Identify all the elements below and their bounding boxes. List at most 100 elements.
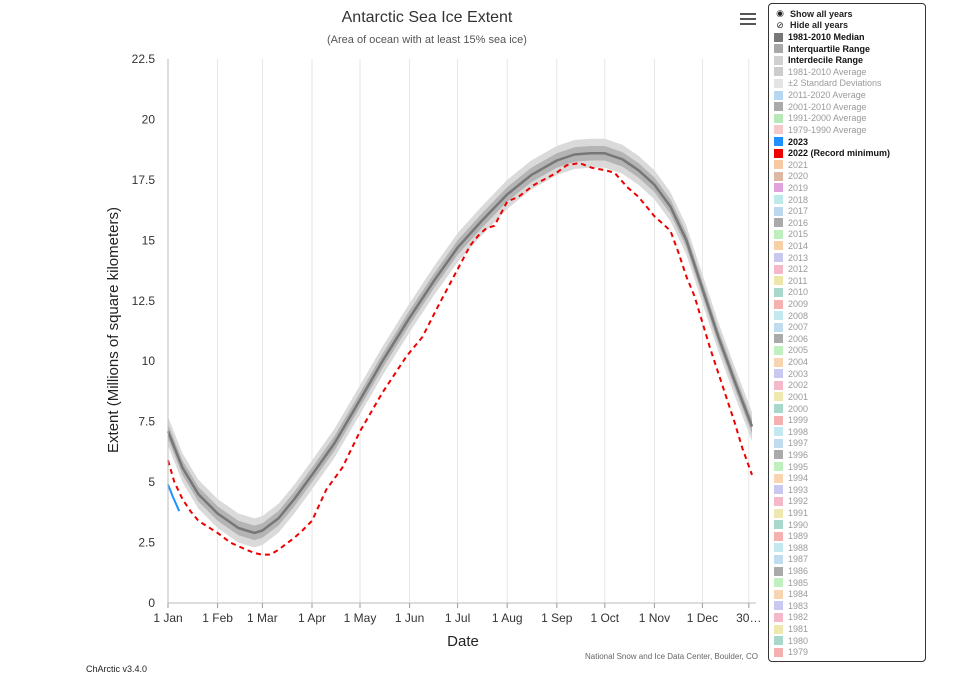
legend-item[interactable]: 2018 [774, 194, 925, 206]
legend-item[interactable]: 2019 [774, 182, 925, 194]
x-tick-label: 1 Jan [153, 611, 182, 625]
credit-text[interactable]: National Snow and Ice Data Center, Bould… [585, 652, 758, 661]
legend-item[interactable]: 1993 [774, 484, 925, 496]
legend-item[interactable]: 2012 [774, 263, 925, 275]
legend-swatch [774, 473, 783, 483]
legend-item[interactable]: 1998 [774, 426, 925, 438]
legend-swatch [774, 276, 783, 286]
legend-item[interactable]: 2021 [774, 159, 925, 171]
legend-swatch [774, 427, 783, 437]
legend-item[interactable]: 1979-1990 Average [774, 124, 925, 136]
legend-item[interactable]: 2017 [774, 205, 925, 217]
legend-item[interactable]: 1997 [774, 438, 925, 450]
legend-item-label: 1991-2000 Average [788, 113, 867, 124]
legend-item[interactable]: 1987 [774, 554, 925, 566]
legend-swatch [774, 90, 783, 100]
legend-item[interactable]: 1994 [774, 472, 925, 484]
legend-item-label: 1986 [788, 566, 809, 577]
x-tick-label: 1 Nov [639, 611, 670, 625]
legend-swatch [774, 624, 783, 634]
series-line-1981-2010-median[interactable] [166, 152, 754, 535]
legend-item-label: 2022 (Record minimum) [788, 148, 891, 159]
legend-item[interactable]: 2009 [774, 298, 925, 310]
legend-item[interactable]: 1979 [774, 647, 925, 659]
legend-item[interactable]: 2004 [774, 356, 925, 368]
legend-item[interactable]: 2016 [774, 217, 925, 229]
y-tick-label: 22.5 [132, 52, 156, 66]
legend-item[interactable]: 2013 [774, 252, 925, 264]
legend-item[interactable]: 2022 (Record minimum) [774, 147, 925, 159]
legend-item[interactable]: 1995 [774, 461, 925, 473]
legend-item[interactable]: ±2 Standard Deviations [774, 78, 925, 90]
legend-item[interactable]: 2006 [774, 333, 925, 345]
legend-item[interactable]: 1984 [774, 588, 925, 600]
x-tick-label: 1 Jul [445, 611, 470, 625]
legend-swatch [774, 195, 783, 205]
eye-slash-icon: ⊘ [776, 19, 784, 30]
legend-item[interactable]: 1983 [774, 600, 925, 612]
legend-item[interactable]: 1985 [774, 577, 925, 589]
legend-item[interactable]: 2008 [774, 310, 925, 322]
legend-item-label: 1981-2010 Median [788, 32, 865, 43]
legend-item[interactable]: 2001 [774, 391, 925, 403]
legend-swatch [774, 148, 783, 158]
x-tick-label: 1 Oct [590, 611, 619, 625]
legend-item[interactable]: Interquartile Range [774, 43, 925, 55]
legend-item[interactable]: 2023 [774, 136, 925, 148]
legend-item-label: Interdecile Range [788, 55, 864, 66]
legend-item[interactable]: 2007 [774, 321, 925, 333]
legend-item[interactable]: 2002 [774, 380, 925, 392]
legend-item[interactable]: 2000 [774, 403, 925, 415]
legend-item-label: 1992 [788, 496, 809, 507]
legend-item-label: 2015 [788, 229, 809, 240]
legend-item-label: 1984 [788, 589, 809, 600]
hamburger-menu-icon[interactable] [738, 10, 758, 30]
legend-control-label: Hide all years [790, 20, 849, 31]
legend-item[interactable]: 2020 [774, 171, 925, 183]
legend-item[interactable]: Interdecile Range [774, 54, 925, 66]
legend-item[interactable]: 1986 [774, 565, 925, 577]
legend-item[interactable]: 1999 [774, 414, 925, 426]
legend-swatch [774, 415, 783, 425]
legend-swatch [774, 380, 783, 390]
legend-item[interactable]: 2001-2010 Average [774, 101, 925, 113]
legend-swatch [774, 44, 783, 54]
legend-item-label: 1988 [788, 542, 809, 553]
series-line-2022-record-minimum[interactable] [167, 162, 753, 556]
x-tick-label: 1 Jun [395, 611, 424, 625]
legend-item[interactable]: 2014 [774, 240, 925, 252]
legend-swatch [774, 322, 783, 332]
legend-item-label: 1989 [788, 531, 809, 542]
legend-item-label: 2014 [788, 240, 809, 251]
legend-swatch [774, 601, 783, 611]
legend-swatch [774, 589, 783, 599]
legend-item[interactable]: 1981-2010 Median [774, 31, 925, 43]
legend-item[interactable]: 1981 [774, 623, 925, 635]
legend-item-label: 2017 [788, 206, 809, 217]
legend-item[interactable]: 1989 [774, 530, 925, 542]
legend-item[interactable]: 2015 [774, 229, 925, 241]
legend-item[interactable]: 1981-2010 Average [774, 66, 925, 78]
legend-swatch [774, 218, 783, 228]
legend-item-label: 2003 [788, 368, 809, 379]
hide-all-years-button[interactable]: ⊘ Hide all years [774, 20, 925, 32]
legend-item[interactable]: 1991-2000 Average [774, 112, 925, 124]
legend-item[interactable]: 1992 [774, 496, 925, 508]
series-line-2023[interactable] [167, 484, 181, 512]
legend-item[interactable]: 1990 [774, 519, 925, 531]
y-tick-label: 15 [142, 233, 156, 247]
show-all-years-button[interactable]: ◉ Show all years [774, 8, 925, 20]
legend-item[interactable]: 2011-2020 Average [774, 89, 925, 101]
legend-item[interactable]: 2010 [774, 287, 925, 299]
legend-item[interactable]: 1996 [774, 449, 925, 461]
legend-item[interactable]: 1988 [774, 542, 925, 554]
legend-item[interactable]: 2005 [774, 345, 925, 357]
legend-item[interactable]: 1982 [774, 612, 925, 624]
legend-item-label: 2004 [788, 357, 809, 368]
legend-item-label: 2020 [788, 171, 809, 182]
legend-item[interactable]: 1980 [774, 635, 925, 647]
legend-swatch [774, 241, 783, 251]
legend-item[interactable]: 2003 [774, 368, 925, 380]
legend-item[interactable]: 1991 [774, 507, 925, 519]
legend-item[interactable]: 2011 [774, 275, 925, 287]
